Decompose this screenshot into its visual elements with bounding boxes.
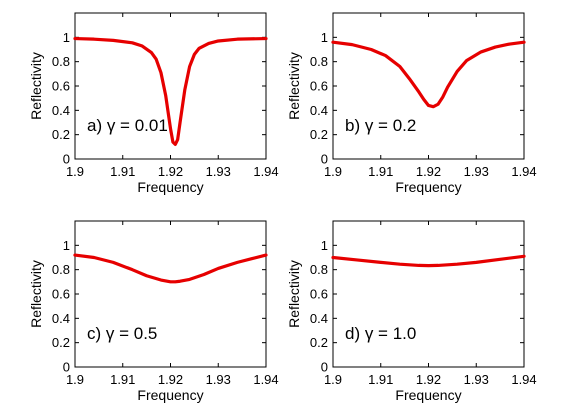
y-tick-label: 1 bbox=[321, 30, 328, 45]
panel-annotation: b) γ = 0.2 bbox=[345, 116, 416, 135]
y-axis-label: Reflectivity bbox=[28, 52, 44, 120]
y-tick-label: 0.4 bbox=[52, 311, 70, 326]
plot-frame bbox=[332, 12, 525, 160]
y-tick-label: 0.4 bbox=[310, 311, 328, 326]
x-tick-label: 1.9 bbox=[66, 164, 84, 179]
subplot-1: 1.9 1.91 1.92 1.93 1.94 0 0.2 0.4 0.6 0.8 1 Frequen… bbox=[28, 12, 279, 195]
y-tick-label: 1 bbox=[63, 30, 70, 45]
x-tick-label: 1.93 bbox=[206, 164, 231, 179]
y-tick-label: 0.2 bbox=[310, 127, 328, 142]
y-tick-label: 0.6 bbox=[310, 287, 328, 302]
panel-annotation: a) γ = 0.01 bbox=[87, 116, 168, 135]
y-tick-label: 0.2 bbox=[52, 127, 70, 142]
y-tick-label: 0.8 bbox=[52, 262, 70, 277]
x-tick-label: 1.92 bbox=[158, 372, 183, 387]
y-tick-label: 0 bbox=[321, 360, 328, 375]
x-axis-label: Frequency bbox=[395, 387, 461, 403]
x-tick-label: 1.91 bbox=[368, 372, 393, 387]
y-tick-label: 1 bbox=[321, 238, 328, 253]
y-tick-label: 0.4 bbox=[310, 103, 328, 118]
x-tick-label: 1.9 bbox=[66, 372, 84, 387]
y-axis-label: Reflectivity bbox=[286, 52, 302, 120]
x-tick-label: 1.91 bbox=[110, 372, 135, 387]
reflectivity-line bbox=[73, 253, 268, 284]
y-tick-label: 0.4 bbox=[52, 103, 70, 118]
y-tick-label: 0.8 bbox=[310, 262, 328, 277]
y-tick-label: 0.2 bbox=[52, 335, 70, 350]
x-tick-label: 1.94 bbox=[511, 372, 536, 387]
x-tick-label: 1.94 bbox=[253, 164, 278, 179]
y-tick-label: 0 bbox=[321, 152, 328, 167]
plot-frame bbox=[332, 220, 525, 368]
y-tick-label: 0.6 bbox=[52, 287, 70, 302]
panel-annotation: c) γ = 0.5 bbox=[87, 324, 157, 343]
y-tick-label: 0.8 bbox=[310, 54, 328, 69]
x-tick-label: 1.91 bbox=[368, 164, 393, 179]
x-tick-label: 1.91 bbox=[110, 164, 135, 179]
subplot-4: 1.9 1.91 1.92 1.93 1.94 0 0.2 0.4 0.6 0.8 1 Frequen… bbox=[286, 220, 537, 403]
x-tick-label: 1.93 bbox=[464, 164, 489, 179]
x-tick-label: 1.92 bbox=[158, 164, 183, 179]
x-axis-label: Frequency bbox=[395, 179, 461, 195]
y-tick-label: 0.2 bbox=[310, 335, 328, 350]
x-tick-label: 1.9 bbox=[324, 164, 342, 179]
x-tick-label: 1.94 bbox=[511, 164, 536, 179]
x-axis-label: Frequency bbox=[137, 387, 203, 403]
subplot-3: 1.9 1.91 1.92 1.93 1.94 0 0.2 0.4 0.6 0.8 1 Frequen… bbox=[28, 220, 279, 403]
plot-frame bbox=[74, 220, 267, 368]
panel-annotation: d) γ = 1.0 bbox=[345, 324, 416, 343]
y-axis-label: Reflectivity bbox=[286, 260, 302, 328]
subplot-2: 1.9 1.91 1.92 1.93 1.94 0 0.2 0.4 0.6 0.8 1 Frequen… bbox=[286, 12, 537, 195]
x-tick-label: 1.93 bbox=[464, 372, 489, 387]
x-tick-label: 1.93 bbox=[206, 372, 231, 387]
y-tick-label: 1 bbox=[63, 238, 70, 253]
x-axis-label: Frequency bbox=[137, 179, 203, 195]
y-tick-label: 0.6 bbox=[52, 79, 70, 94]
reflectivity-line bbox=[73, 36, 268, 146]
x-tick-label: 1.94 bbox=[253, 372, 278, 387]
x-tick-label: 1.92 bbox=[416, 372, 441, 387]
x-tick-label: 1.92 bbox=[416, 164, 441, 179]
reflectivity-line bbox=[331, 254, 526, 268]
y-tick-label: 0.6 bbox=[310, 79, 328, 94]
y-tick-label: 0 bbox=[63, 360, 70, 375]
y-tick-label: 0 bbox=[63, 152, 70, 167]
reflectivity-line bbox=[331, 40, 526, 109]
x-tick-label: 1.9 bbox=[324, 372, 342, 387]
y-axis-label: Reflectivity bbox=[28, 260, 44, 328]
y-tick-label: 0.8 bbox=[52, 54, 70, 69]
